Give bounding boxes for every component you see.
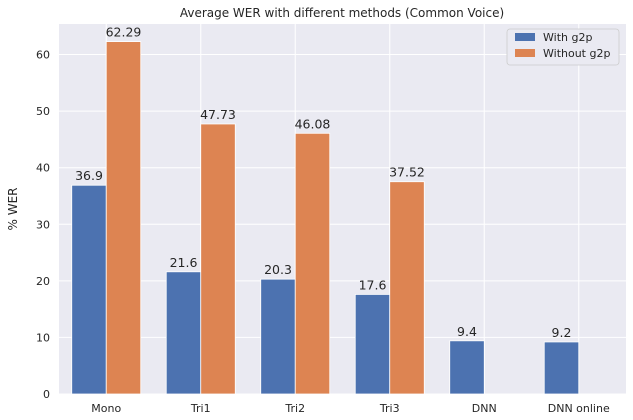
chart-title: Average WER with different methods (Comm… xyxy=(180,6,504,20)
bar-with-g2p-dnn-online xyxy=(543,341,580,395)
grid xyxy=(59,24,626,395)
legend-label-without-g2p: Without g2p xyxy=(543,47,610,60)
bar-with-g2p-tri2 xyxy=(260,278,296,395)
y-tick-label: 50 xyxy=(36,105,50,118)
x-tick-label-tri1: Tri1 xyxy=(190,402,211,415)
x-tick-label-dnn: DNN xyxy=(472,402,497,415)
data-label-without-g2p-mono: 62.29 xyxy=(106,25,142,40)
bar-with-g2p-mono xyxy=(71,184,107,395)
y-axis-label: % WER xyxy=(6,187,20,230)
data-label-with-g2p-tri1: 21.6 xyxy=(170,255,198,270)
y-ticks: 0 10 20 30 40 50 60 xyxy=(36,49,50,401)
y-tick-label: 30 xyxy=(36,218,50,231)
legend: With g2p Without g2p xyxy=(506,28,620,66)
data-label-without-g2p-tri2: 46.08 xyxy=(295,116,331,131)
data-label-with-g2p-tri3: 17.6 xyxy=(359,277,387,292)
data-label-with-g2p-dnn-online: 9.2 xyxy=(552,325,572,340)
data-label-without-g2p-tri1: 47.73 xyxy=(200,107,236,122)
legend-swatch-with-g2p xyxy=(515,33,535,41)
legend-label-with-g2p: With g2p xyxy=(543,31,592,44)
x-tick-label-tri2: Tri2 xyxy=(284,402,305,415)
x-tick-label-dnn-online: DNN online xyxy=(548,402,610,415)
y-tick-label: 60 xyxy=(36,49,50,62)
y-tick-label: 0 xyxy=(43,388,50,401)
y-tick-label: 40 xyxy=(36,162,50,175)
x-tick-label-tri3: Tri3 xyxy=(379,402,400,415)
x-ticks: Mono Tri1 Tri2 Tri3 DNN DNN online xyxy=(91,402,610,415)
bar-with-g2p-tri1 xyxy=(165,271,202,395)
y-tick-label: 20 xyxy=(36,275,50,288)
bar-without-g2p-tri3 xyxy=(389,181,425,395)
bars xyxy=(71,41,580,395)
data-labels: 36.9 62.29 21.6 47.73 20.3 46.08 17.6 37.52 9.4 9… xyxy=(75,25,571,340)
plot-area xyxy=(59,24,626,394)
bar-without-g2p-mono xyxy=(105,41,142,395)
data-label-with-g2p-tri2: 20.3 xyxy=(264,262,292,277)
legend-swatch-without-g2p xyxy=(515,49,535,57)
x-tick-label-mono: Mono xyxy=(91,402,121,415)
bar-without-g2p-tri2 xyxy=(294,132,331,395)
bar-without-g2p-tri1 xyxy=(200,123,236,395)
data-label-without-g2p-tri3: 37.52 xyxy=(389,165,425,180)
bar-with-g2p-dnn xyxy=(449,340,485,395)
data-label-with-g2p-mono: 36.9 xyxy=(75,168,103,183)
data-label-with-g2p-dnn: 9.4 xyxy=(457,324,477,339)
bar-with-g2p-tri3 xyxy=(354,294,391,395)
y-tick-label: 10 xyxy=(36,331,50,344)
